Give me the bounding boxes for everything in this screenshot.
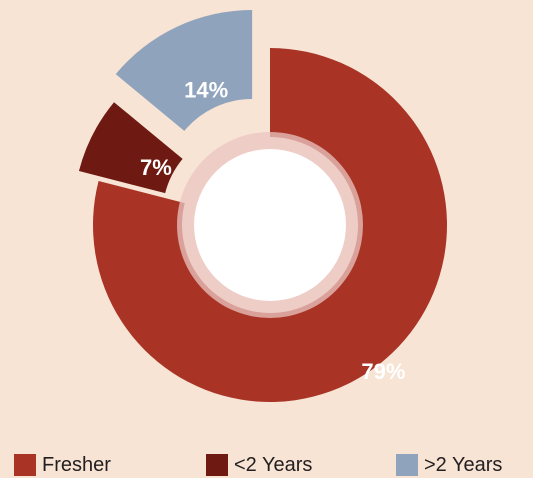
donut-hole [194, 149, 346, 301]
legend-item-over-2-years: >2 Years [396, 452, 502, 478]
legend-label-over-2-years: >2 Years [424, 453, 503, 476]
donut-chart: 79% 7% 14% [78, 9, 447, 403]
legend-swatch-over-2-years [396, 454, 418, 476]
legend-item-under-2-years: <2 Years [206, 452, 312, 478]
slice-under-2-years [78, 102, 183, 194]
slice-over-2-years [115, 9, 253, 131]
slice-label-over-2-years: 14% [184, 77, 228, 102]
legend: Fresher <2 Years >2 Years [14, 452, 524, 478]
legend-label-under-2-years: <2 Years [234, 453, 313, 476]
slice-fresher [92, 48, 447, 403]
legend-label-fresher: Fresher [42, 453, 111, 476]
legend-swatch-under-2-years [206, 454, 228, 476]
legend-swatch-fresher [14, 454, 36, 476]
slice-label-fresher: 79% [361, 359, 405, 384]
legend-item-fresher: Fresher [14, 452, 111, 478]
slice-label-under-2-years: 7% [140, 155, 172, 180]
